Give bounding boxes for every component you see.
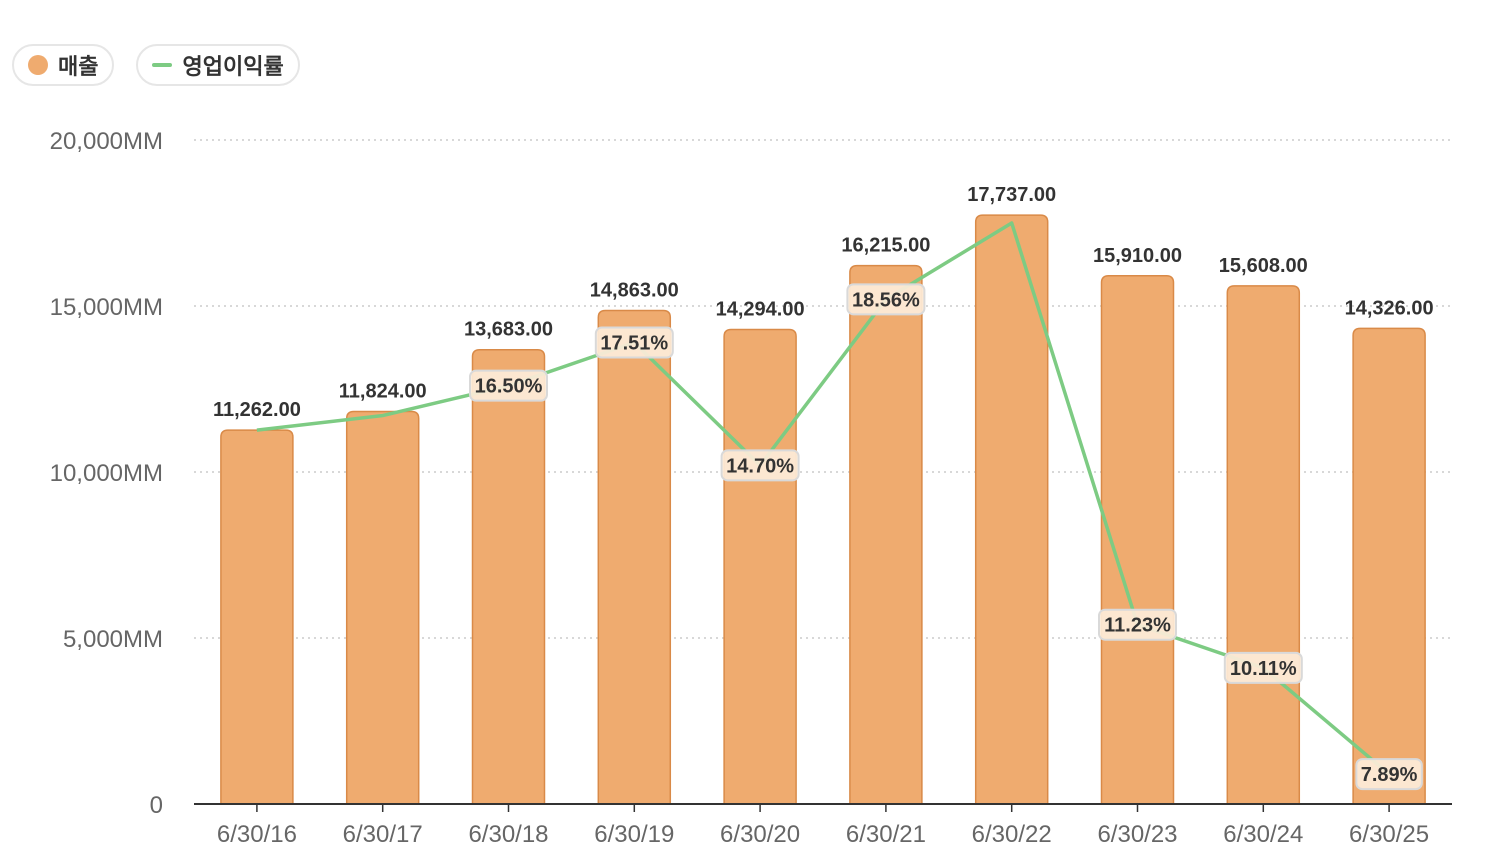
bar-value-label: 11,824.00	[339, 380, 427, 402]
chart-legend: 매출 영업이익률	[12, 44, 300, 86]
bar-value-label: 15,910.00	[1093, 245, 1182, 267]
legend-label-operating-margin: 영업이익률	[182, 54, 284, 79]
bar	[723, 328, 797, 805]
line-value-label: 17.51%	[600, 333, 668, 355]
y-tick-label: 20,000MM	[50, 128, 163, 155]
line-value-label-box	[720, 449, 800, 482]
bar-value-label: 11,262.00	[213, 399, 301, 421]
bar	[220, 429, 294, 805]
bar-value-label: 14,326.00	[1345, 297, 1434, 319]
y-tick-label: 10,000MM	[50, 460, 163, 487]
line-value-label-box	[1098, 608, 1177, 641]
bar	[849, 264, 923, 805]
y-tick-label: 15,000MM	[50, 294, 163, 321]
legend-item-operating-margin[interactable]: 영업이익률	[136, 44, 300, 86]
bar-value-label: 15,608.00	[1219, 255, 1308, 277]
y-axis-ticks: 0 5,000MM 10,000MM 15,000MM 20,000MM	[50, 128, 163, 819]
legend-item-revenue[interactable]: 매출	[12, 44, 115, 86]
x-tick-label: 6/30/23	[1097, 821, 1177, 848]
line-value-label-box	[469, 369, 548, 402]
bar-value-labels: 11,262.00 11,824.00 13,683.00 14,863.00 14,2…	[213, 184, 1434, 421]
line-value-label: 11.23%	[1104, 615, 1171, 637]
x-tick-label: 6/30/24	[1223, 821, 1303, 848]
line-value-label-box	[594, 326, 674, 359]
y-tick-label: 0	[150, 792, 163, 819]
line-path	[256, 221, 1391, 776]
bar	[1352, 327, 1426, 805]
x-tick-label: 6/30/19	[594, 821, 674, 848]
line-value-label: 7.89%	[1361, 764, 1418, 786]
x-tick-label: 6/30/16	[217, 821, 297, 848]
line-value-label-box	[1223, 651, 1303, 684]
line-value-label: 14.70%	[726, 455, 794, 477]
bar	[1100, 275, 1175, 805]
bar-value-label: 13,683.00	[464, 319, 553, 341]
x-axis: 6/30/16 6/30/17 6/30/18 6/30/19 6/30/20 6/30/…	[194, 803, 1452, 848]
x-tick-label: 6/30/21	[846, 821, 926, 848]
x-tick-label: 6/30/17	[343, 821, 423, 848]
bar	[345, 410, 420, 805]
line-value-label: 16.50%	[475, 376, 543, 398]
bar-value-label: 14,863.00	[590, 280, 679, 302]
x-tick-label: 6/30/20	[720, 821, 800, 848]
x-tick-label: 6/30/22	[972, 821, 1052, 848]
y-tick-label: 5,000MM	[63, 626, 163, 653]
x-tick-label: 6/30/25	[1349, 821, 1429, 848]
legend-swatch-operating-margin	[152, 63, 173, 67]
line-series	[256, 221, 1391, 776]
bar	[974, 214, 1049, 805]
line-value-label: 18.56%	[852, 289, 920, 311]
line-value-labels: 16.50% 17.51% 14.70% 18.56% 11.23% 10.11% 7.89…	[469, 283, 1423, 791]
line-value-label: 10.11%	[1230, 658, 1297, 680]
legend-label-revenue: 매출	[58, 54, 99, 79]
legend-swatch-revenue	[28, 55, 48, 75]
bar	[471, 348, 546, 805]
x-tick-label: 6/30/18	[468, 821, 548, 848]
line-value-label-box	[846, 283, 926, 316]
line-value-label-box	[1355, 758, 1423, 791]
bar-value-label: 16,215.00	[841, 235, 930, 257]
bar-series	[220, 214, 1426, 805]
bar	[597, 309, 672, 805]
bar-value-label: 14,294.00	[716, 298, 805, 320]
bar	[1226, 285, 1301, 805]
bar-value-label: 17,737.00	[967, 184, 1056, 206]
